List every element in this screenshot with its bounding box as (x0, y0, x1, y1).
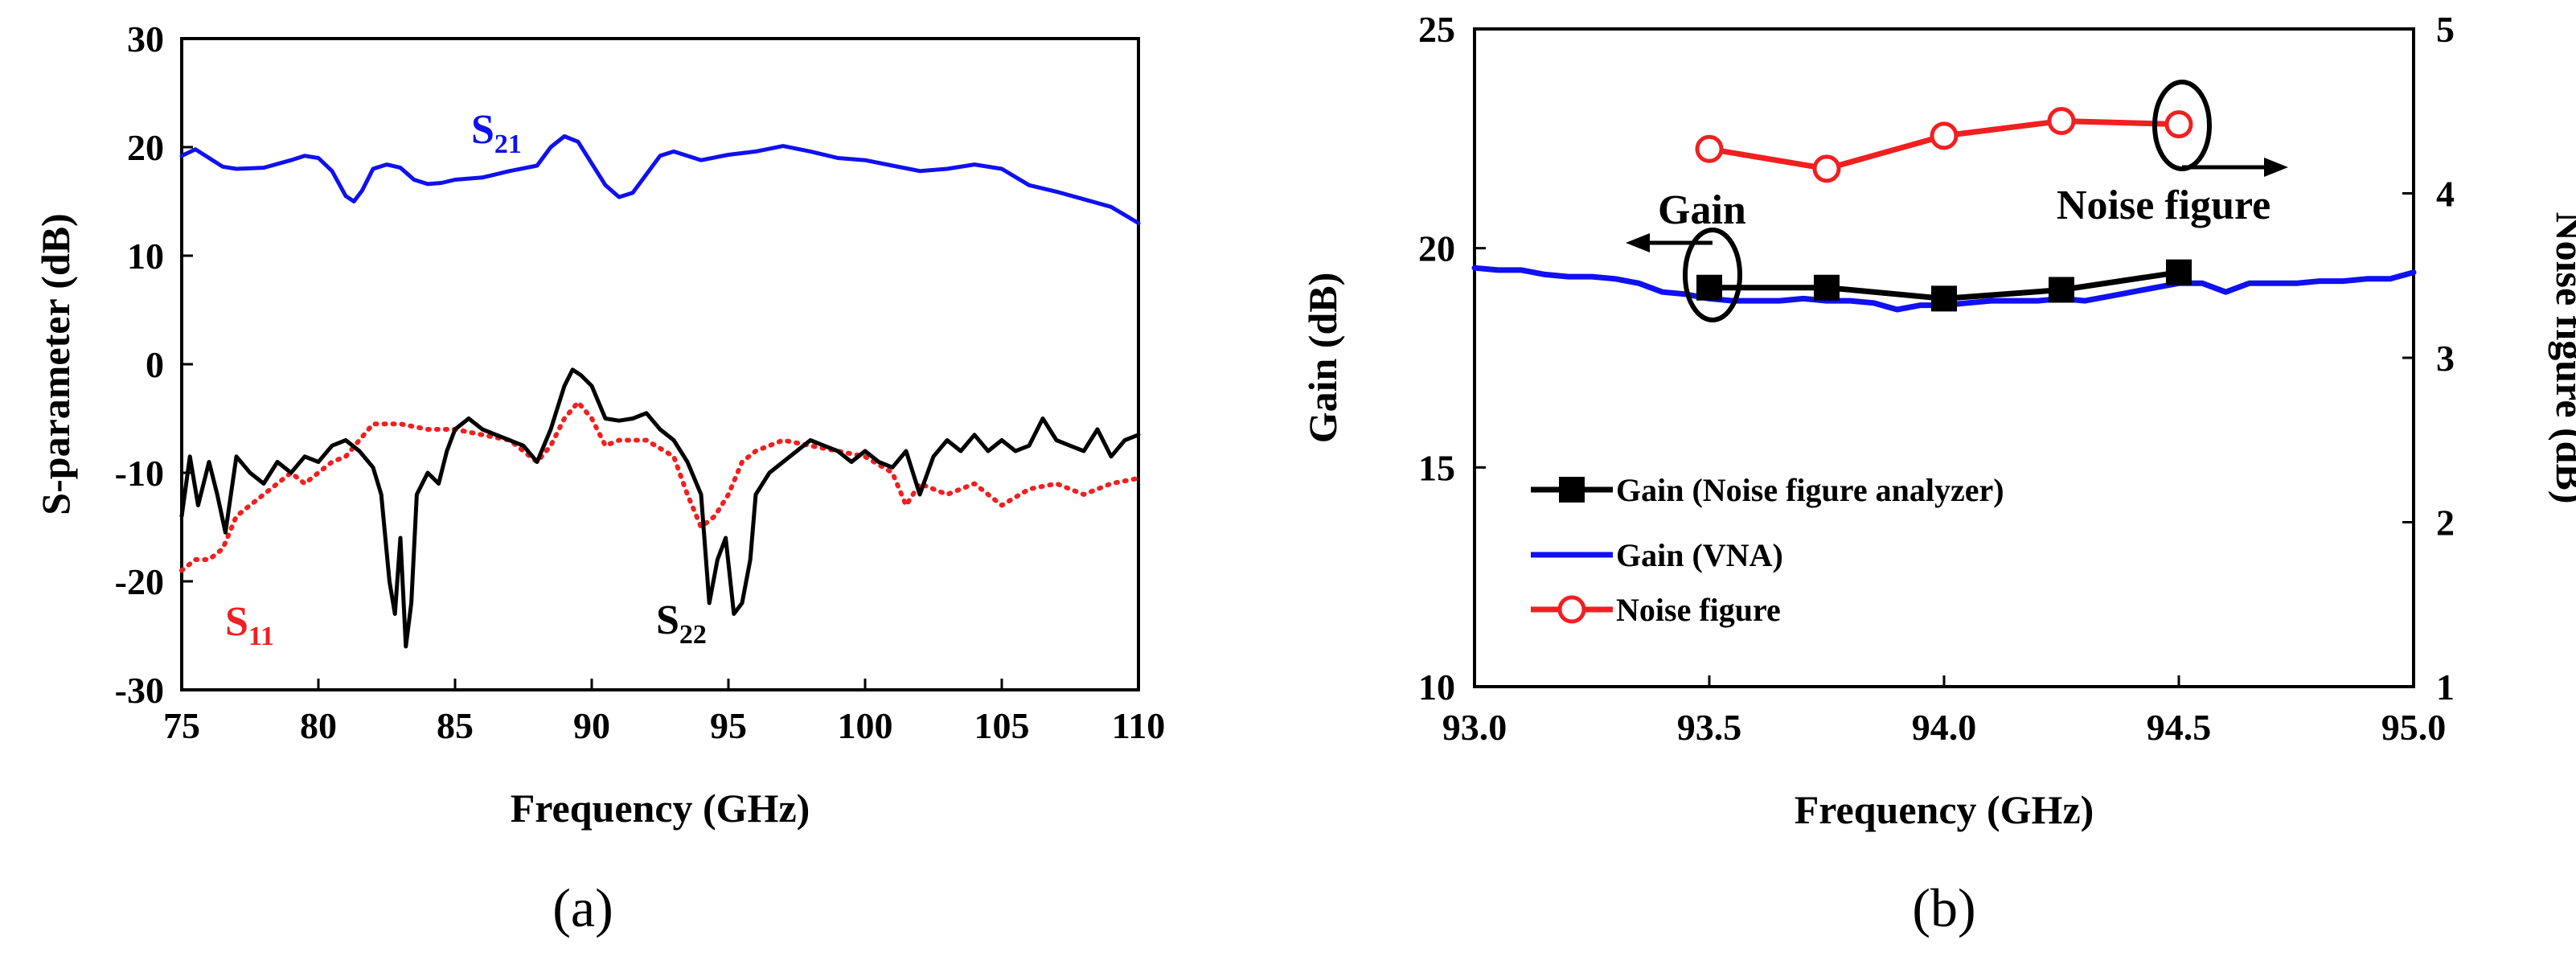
gain-arrow-head (1626, 233, 1650, 252)
chart-a-xtick-label: 85 (437, 705, 474, 746)
chart-b-xtick-label: 94.0 (1912, 707, 1977, 748)
chart-a-ytick-label: -30 (115, 670, 164, 711)
chart-b-xlabel: Frequency (GHz) (1795, 787, 2094, 832)
chart-b-xtick-label: 94.5 (2147, 707, 2212, 748)
chart-a-ytick-label: 30 (127, 18, 164, 59)
legend: Gain (Noise figure analyzer) Gain (VNA) … (1531, 472, 2004, 628)
gain-ellipse (1683, 228, 1742, 322)
chart-b-ytick-label: 10 (1418, 667, 1455, 708)
chart-a-xtick-label: 110 (1112, 705, 1165, 746)
legend-marker-circle (1557, 595, 1586, 624)
series-noise-figure-point (1812, 154, 1841, 183)
chart-a-ytick-label: 10 (127, 236, 164, 277)
series-noise-figure-point (1930, 121, 1959, 150)
chart-b-ytick-label: 25 (1418, 9, 1455, 50)
chart-a-xtick-label: 75 (163, 705, 200, 746)
chart-b-ylabel-left: Gain (dB) (1300, 273, 1345, 444)
chart-a: 75 80 85 90 95 100 105 110 -30 -20 -10 0 10 20 30 Freq… (33, 18, 1165, 938)
chart-b: 93.0 93.5 94.0 94.5 95.0 10 15 20 25 1 2 3 4 5 Freque… (1300, 9, 2576, 938)
gain-annotation: Gain (1658, 187, 1746, 233)
series-gain-noise-figure-analyzer-point (1931, 285, 1957, 312)
chart-a-ytick-label: 0 (146, 344, 164, 385)
chart-b-ytick-right-label: 5 (2436, 9, 2455, 50)
chart-b-ytick-right-label: 2 (2436, 503, 2455, 544)
s22-label: S22 (656, 597, 707, 650)
noise-arrow-head (2264, 158, 2288, 177)
series-gain-noise-figure-analyzer-point (1814, 274, 1840, 301)
chart-a-ytick-label: -20 (115, 561, 164, 602)
series-noise-figure-point (2047, 107, 2076, 136)
chart-b-xtick-label: 93.0 (1442, 707, 1507, 748)
chart-b-ytick-right-label: 4 (2436, 174, 2455, 215)
chart-b-ytick-right-label: 3 (2436, 338, 2455, 379)
legend-label-gain-vna: Gain (VNA) (1616, 537, 1783, 573)
series-gain-noise-figure-analyzer-point (2049, 277, 2074, 303)
caption-a: (a) (552, 877, 613, 938)
s11-label: S11 (225, 599, 274, 651)
legend-marker-square (1559, 477, 1585, 503)
chart-a-xtick-label: 105 (974, 705, 1030, 746)
chart-a-ytick-label: -10 (115, 453, 164, 494)
chart-b-xtick-label: 95.0 (2381, 707, 2447, 748)
series-s22-line (179, 367, 1141, 649)
s21-label: S21 (471, 107, 522, 159)
chart-b-xtick-label: 93.5 (1677, 707, 1742, 748)
series-s11-line (179, 400, 1141, 573)
caption-b: (b) (1912, 877, 1975, 938)
legend-label-gain-nfa: Gain (Noise figure analyzer) (1616, 472, 2004, 508)
legend-label-noise-figure: Noise figure (1616, 592, 1781, 628)
chart-a-xlabel: Frequency (GHz) (511, 786, 810, 831)
chart-a-xtick-label: 90 (573, 705, 610, 746)
chart-a-ytick-label: 20 (127, 127, 164, 168)
chart-a-xtick-label: 95 (710, 705, 747, 746)
chart-b-ylabel-right: Noise figure (dB) (2548, 212, 2576, 504)
chart-a-ylabel: S-parameter (dB) (33, 213, 78, 515)
chart-b-ytick-label: 15 (1418, 447, 1455, 488)
series-noise-figure-point (1695, 134, 1724, 163)
chart-a-plot-frame (180, 37, 1140, 691)
chart-a-xtick-label: 80 (300, 705, 337, 746)
noise-figure-annotation: Noise figure (2057, 183, 2270, 228)
chart-b-ytick-right-label: 1 (2436, 667, 2455, 708)
chart-a-xtick-label: 100 (838, 705, 893, 746)
series-gain-noise-figure-analyzer-point (2166, 259, 2192, 285)
series-s21-line (179, 134, 1141, 225)
noise-ellipse (2152, 80, 2212, 171)
series-gain-noise-figure-analyzer-point (1696, 274, 1722, 301)
chart-b-ytick-label: 20 (1418, 228, 1455, 269)
series-noise-figure-point (2164, 110, 2193, 139)
